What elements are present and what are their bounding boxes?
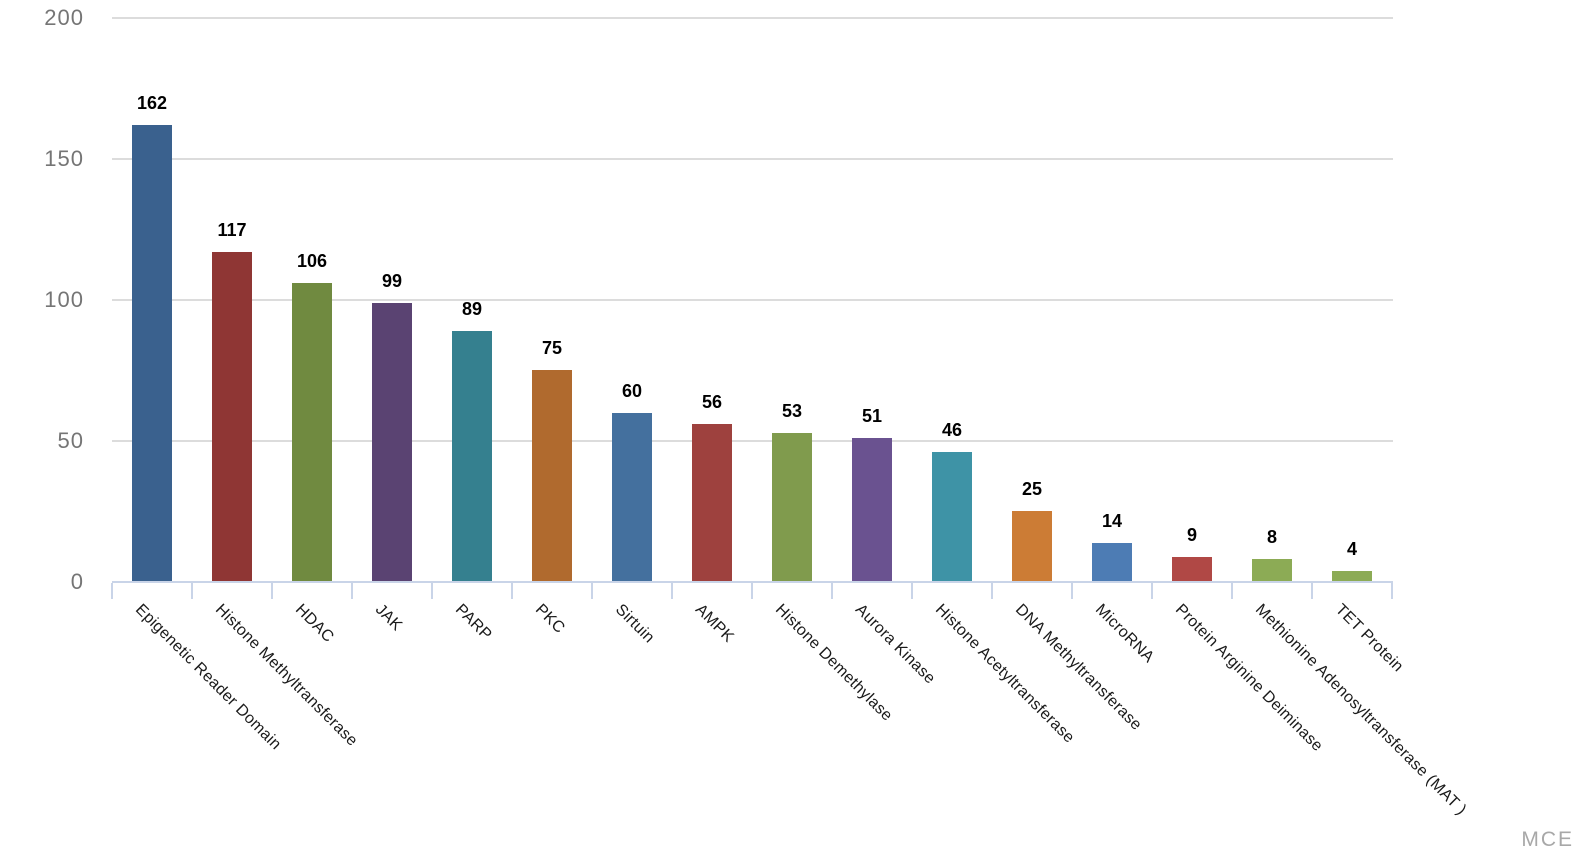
bar-value-label: 162: [136, 93, 168, 113]
gridline: [112, 17, 1393, 19]
x-tick: [431, 583, 433, 599]
x-category-label: Sirtuin: [611, 601, 658, 647]
gridline: [112, 299, 1393, 301]
x-tick: [911, 583, 913, 599]
bar-value-label: 117: [217, 220, 247, 240]
y-tick-label: 50: [57, 428, 84, 453]
x-tick: [591, 583, 593, 599]
x-category-label: Histone Methyltransferase: [211, 601, 361, 750]
bar-value-label: 8: [1266, 527, 1277, 547]
bar: [1252, 559, 1292, 582]
x-tick: [511, 583, 513, 599]
x-tick: [351, 583, 353, 599]
bar-value-label: 46: [941, 420, 963, 440]
bar-value-label: 75: [541, 338, 563, 358]
bar: [372, 303, 412, 582]
bar-value-label: 53: [781, 401, 803, 421]
bar-value-label: 56: [701, 392, 723, 412]
bar: [692, 424, 732, 582]
y-tick-label: 150: [44, 146, 84, 171]
bar: [132, 125, 172, 582]
bar-value-label: 51: [861, 406, 883, 426]
x-tick: [1311, 583, 1313, 599]
x-category-label: PARP: [451, 601, 495, 644]
x-tick: [671, 583, 673, 599]
x-category-label: TET Protein: [1331, 601, 1407, 676]
x-axis-line: [112, 581, 1393, 583]
y-tick-label: 100: [44, 287, 84, 312]
y-tick-label: 0: [70, 569, 84, 594]
bar-value-label: 25: [1021, 479, 1043, 499]
bar: [932, 452, 972, 582]
x-category-label: Histone Acetyltransferase: [931, 601, 1078, 747]
x-category-label: Aurora Kinase: [851, 601, 939, 688]
x-tick: [1231, 583, 1233, 599]
bar: [212, 252, 252, 582]
x-category-label: Protein Arginine Deiminase: [1171, 601, 1326, 756]
bar: [292, 283, 332, 582]
x-tick: [1151, 583, 1153, 599]
bar-value-label: 89: [461, 299, 483, 319]
x-tick: [191, 583, 193, 599]
x-tick: [991, 583, 993, 599]
bar-value-label: 4: [1346, 539, 1357, 559]
x-category-label: AMPK: [691, 601, 737, 646]
bar: [532, 370, 572, 582]
bar-value-label: 99: [381, 271, 403, 291]
gridline: [112, 158, 1393, 160]
x-tick: [831, 583, 833, 599]
x-category-label: PKC: [531, 601, 568, 637]
bar: [772, 433, 812, 582]
bar: [1012, 511, 1052, 582]
x-tick: [751, 583, 753, 599]
gridline: [112, 440, 1393, 442]
bar: [612, 413, 652, 582]
bar-value-label: 9: [1186, 525, 1197, 545]
bar-value-label: 14: [1101, 511, 1123, 531]
bar: [452, 331, 492, 582]
bar: [1172, 557, 1212, 582]
x-category-label: MicroRNA: [1091, 601, 1158, 667]
bar: [1092, 543, 1132, 582]
bar: [1332, 571, 1372, 582]
y-tick-label: 200: [44, 5, 84, 30]
bar: [852, 438, 892, 582]
x-tick: [1071, 583, 1073, 599]
x-tick: [111, 583, 113, 599]
x-category-label: HDAC: [291, 601, 337, 646]
x-tick: [1391, 583, 1393, 599]
x-category-label: Epigenetic Reader Domain: [131, 601, 285, 754]
bar-value-label: 60: [621, 381, 643, 401]
watermark-text: MCE: [1521, 828, 1574, 851]
x-category-label: JAK: [371, 601, 406, 635]
bar-value-label: 106: [296, 251, 328, 271]
x-tick: [271, 583, 273, 599]
